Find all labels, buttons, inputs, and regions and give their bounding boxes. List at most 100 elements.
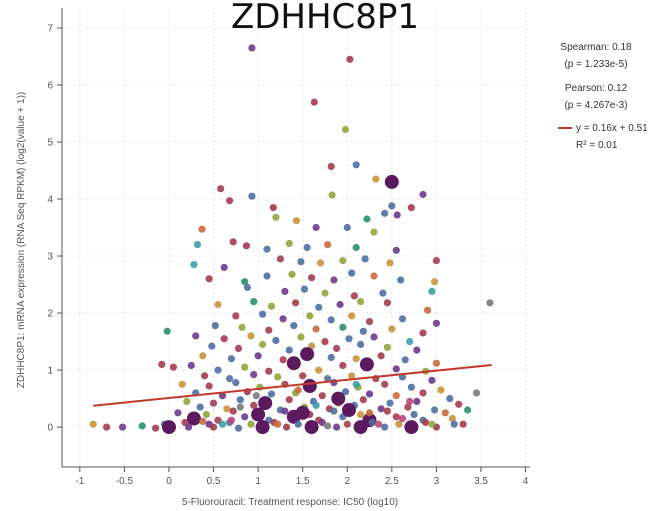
data-point-69	[423, 306, 432, 314]
data-point-3	[341, 125, 350, 133]
x-tick-label-8: 3	[434, 476, 440, 487]
data-point-14	[407, 204, 415, 212]
legend-fit-equation: y = 0.16x + 0.51	[576, 123, 648, 134]
data-point-79	[211, 322, 219, 330]
y-tick-label-3: 3	[47, 252, 53, 263]
data-point-63	[267, 302, 276, 310]
data-point-245	[464, 406, 472, 414]
x-tick-label-5: 1.5	[296, 476, 310, 487]
data-point-156	[341, 388, 350, 396]
data-point-96	[370, 333, 378, 341]
data-point-163	[236, 396, 244, 404]
legend: Spearman: 0.18 (p = 1.233e-5) Pearson: 0…	[558, 42, 648, 151]
data-point-28	[263, 245, 271, 253]
data-point-231	[381, 423, 389, 431]
data-point-232	[404, 420, 419, 435]
data-point-88	[163, 327, 171, 335]
data-point-20	[393, 211, 401, 219]
data-point-36	[276, 255, 284, 263]
data-point-108	[199, 352, 207, 360]
y-tick-label-2: 2	[47, 309, 53, 320]
data-point-239	[199, 417, 207, 425]
data-point-224	[209, 423, 218, 431]
data-point-40	[361, 255, 369, 263]
data-point-9	[217, 185, 225, 193]
data-point-97	[406, 338, 414, 346]
data-point-68	[383, 299, 391, 307]
data-point-92	[272, 336, 280, 344]
data-point-135	[348, 372, 356, 380]
data-point-160	[446, 395, 454, 403]
data-point-243	[236, 403, 244, 411]
data-point-95	[345, 335, 353, 343]
data-point-168	[359, 396, 367, 404]
data-point-61	[214, 300, 222, 309]
data-point-203	[448, 414, 456, 423]
data-point-38	[316, 259, 325, 267]
data-point-83	[312, 325, 320, 333]
data-point-180	[404, 403, 412, 411]
data-point-1	[346, 55, 354, 63]
data-point-219	[119, 423, 127, 431]
data-point-77	[398, 315, 407, 323]
x-tick-label-10: 4	[523, 476, 529, 487]
data-point-72	[279, 315, 287, 323]
data-point-185	[251, 407, 266, 422]
axes: -1 -0.5 0 0.5 1 1.5 2 2.5 3 3.5 4 0 1 2 3 4 5 6 7	[47, 8, 530, 487]
data-point-107	[158, 360, 166, 368]
data-point-75	[348, 312, 356, 320]
data-point-73	[306, 312, 314, 320]
data-point-81	[265, 326, 273, 334]
y-tick-label-1: 1	[47, 366, 53, 377]
data-point-4	[384, 174, 399, 189]
x-tick-label-6: 2	[344, 476, 350, 487]
data-point-53	[243, 283, 251, 291]
data-point-159	[419, 389, 427, 397]
data-point-60	[486, 299, 494, 307]
x-tick-label-2: 0	[166, 476, 172, 487]
data-point-112	[300, 347, 315, 362]
data-point-158	[392, 392, 400, 400]
data-point-41	[386, 259, 394, 267]
data-point-124	[315, 366, 323, 374]
data-point-155	[318, 392, 326, 400]
data-point-32	[352, 243, 360, 252]
data-point-186	[281, 407, 289, 415]
data-point-120	[214, 366, 222, 374]
data-point-157	[365, 390, 374, 398]
data-point-10	[248, 192, 256, 200]
data-point-17	[292, 217, 300, 225]
data-point-237	[374, 420, 383, 428]
data-point-127	[392, 365, 400, 373]
data-point-13	[269, 204, 277, 212]
data-point-254	[227, 416, 235, 424]
data-point-59	[428, 287, 436, 295]
data-point-110	[254, 352, 262, 360]
data-point-147	[381, 380, 389, 388]
data-point-195	[241, 413, 249, 421]
data-point-130	[226, 375, 234, 383]
legend-spearman-p: (p = 1.233e-5)	[564, 59, 627, 70]
data-point-125	[339, 361, 347, 370]
regression-line-group	[93, 363, 492, 407]
data-point-31	[324, 241, 332, 249]
grid	[62, 8, 530, 467]
data-point-161	[183, 397, 191, 405]
data-point-133	[299, 372, 307, 380]
data-point-84	[339, 323, 347, 331]
data-point-153	[267, 390, 276, 398]
data-point-249	[352, 380, 360, 388]
x-axis-label: 5-Fluorouracil: Treatment response: IC50…	[182, 497, 398, 508]
data-point-27	[242, 242, 251, 250]
data-point-30	[285, 239, 293, 248]
data-point-115	[377, 352, 385, 360]
data-point-162	[209, 399, 218, 407]
data-point-246	[472, 389, 481, 397]
data-point-24	[370, 228, 378, 236]
data-point-44	[241, 278, 249, 286]
data-point-98	[208, 342, 216, 350]
data-point-67	[357, 298, 365, 306]
data-point-74	[327, 316, 335, 324]
legend-spearman: Spearman: 0.18	[560, 42, 632, 53]
data-point-223	[185, 423, 193, 431]
